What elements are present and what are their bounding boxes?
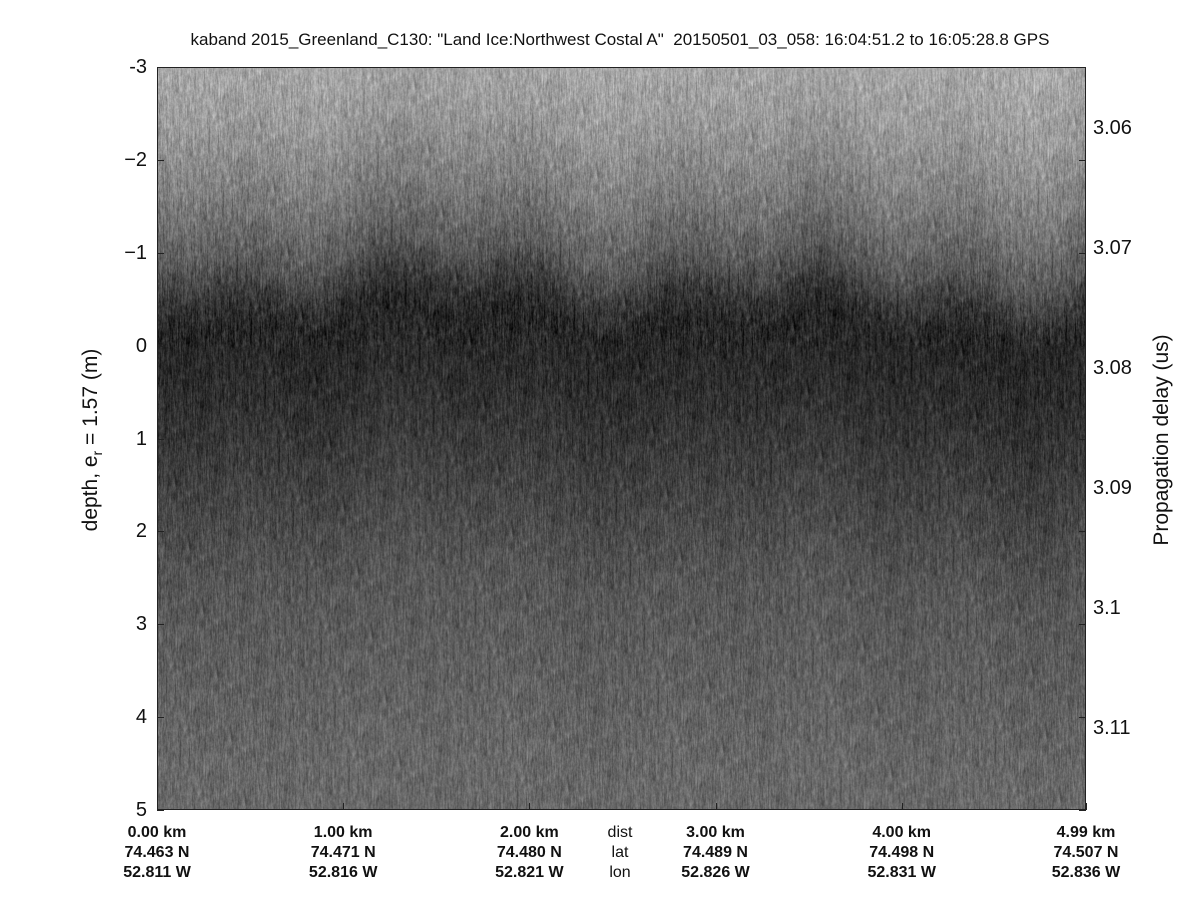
x-tick-column: 3.00 km 74.489 N 52.826 W — [681, 823, 749, 883]
x-tick-mark — [343, 803, 345, 810]
x-tick-column: 2.00 km 74.480 N 52.821 W — [495, 823, 563, 883]
y-tick-mark — [157, 810, 164, 811]
y-tick-mark — [1079, 624, 1086, 626]
x-tick-lat: 74.471 N — [310, 844, 376, 861]
x-tick-column: 1.00 km 74.471 N 52.816 W — [309, 823, 377, 883]
x-row-labels: dist lat lon — [608, 823, 633, 883]
y-tick-mark — [1079, 252, 1086, 254]
right-tick-label: 3.06 — [1093, 117, 1132, 139]
x-tick-lon: 52.821 W — [495, 864, 564, 881]
echogram-plot-area — [157, 67, 1086, 810]
y-axis-left-label: depth, er = 1.57 (m) — [79, 349, 105, 532]
y-tick-label: 1 — [135, 427, 147, 450]
ylabel-sub: r — [89, 450, 106, 456]
x-tick-dist: 4.00 km — [872, 824, 932, 841]
y-tick-label: 5 — [135, 799, 147, 821]
y-tick-mark — [1079, 345, 1086, 347]
ylabel-main: depth, e — [78, 455, 102, 532]
x-tick-mark — [901, 803, 903, 810]
y-tick-mark — [1079, 717, 1086, 719]
right-tick-label: 3.1 — [1093, 597, 1121, 619]
x-tick-dist: 0.00 km — [127, 824, 187, 841]
y-tick-mark — [157, 345, 164, 347]
y-tick-mark — [157, 717, 164, 719]
x-tick-lat: 74.507 N — [1053, 844, 1119, 861]
y-axis-right-label: Propagation delay (us) — [1150, 334, 1173, 546]
y-tick-label: −2 — [124, 148, 147, 171]
right-tick-label: 3.08 — [1093, 357, 1132, 379]
x-tick-lon: 52.811 W — [123, 864, 191, 881]
y-tick-label: 4 — [135, 706, 147, 729]
y-tick-mark — [1079, 67, 1086, 68]
y-tick-label: 2 — [135, 520, 147, 543]
y-tick-mark — [1079, 159, 1086, 161]
y-tick-mark — [157, 159, 164, 161]
right-tick-label: 3.09 — [1093, 477, 1132, 499]
x-tick-lon: 52.826 W — [681, 864, 750, 881]
x-tick-dist: 3.00 km — [686, 824, 745, 841]
y-tick-mark — [157, 531, 164, 533]
x-tick-mark — [715, 803, 717, 810]
y-tick-mark — [157, 252, 164, 254]
y-tick-label: −1 — [124, 241, 147, 264]
x-tick-mark — [1086, 803, 1087, 810]
ylabel-rest: = 1.57 (m) — [78, 348, 102, 451]
y-tick-mark — [1079, 531, 1086, 533]
y-tick-mark — [1079, 810, 1086, 811]
x-tick-dist: 2.00 km — [499, 824, 559, 841]
x-tick-mark — [157, 803, 158, 810]
x-row-label-lon: lon — [609, 864, 631, 881]
y-tick-label: 3 — [135, 613, 147, 636]
x-tick-lon: 52.836 W — [1051, 864, 1121, 881]
y-tick-label: 0 — [135, 334, 147, 357]
x-tick-column: 0.00 km 74.463 N 52.811 W — [123, 823, 191, 883]
x-tick-lon: 52.831 W — [867, 864, 936, 881]
x-tick-dist: 1.00 km — [313, 824, 373, 841]
x-tick-lon: 52.816 W — [308, 864, 378, 881]
x-tick-lat: 74.489 N — [683, 844, 748, 861]
chart-title: kaband 2015_Greenland_C130: "Land Ice:No… — [190, 30, 1050, 49]
right-tick-label: 3.11 — [1093, 717, 1131, 739]
x-tick-lat: 74.463 N — [124, 844, 190, 861]
x-tick-column: 4.00 km 74.498 N 52.831 W — [867, 823, 935, 883]
x-tick-lat: 74.498 N — [869, 844, 935, 861]
y-tick-label: -3 — [129, 56, 147, 78]
right-tick-label: 3.07 — [1093, 237, 1132, 259]
x-tick-column: 4.99 km 74.507 N 52.836 W — [1052, 823, 1120, 883]
x-row-label-lat: lat — [611, 844, 629, 861]
y-tick-mark — [157, 624, 164, 626]
y-tick-mark — [157, 67, 164, 68]
x-row-label-dist: dist — [607, 824, 633, 841]
y-tick-mark — [157, 438, 164, 440]
x-tick-dist: 4.99 km — [1056, 824, 1116, 841]
x-tick-lat: 74.480 N — [496, 844, 562, 861]
y-tick-mark — [1079, 438, 1086, 440]
x-tick-mark — [529, 803, 531, 810]
echogram-image — [158, 68, 1085, 809]
